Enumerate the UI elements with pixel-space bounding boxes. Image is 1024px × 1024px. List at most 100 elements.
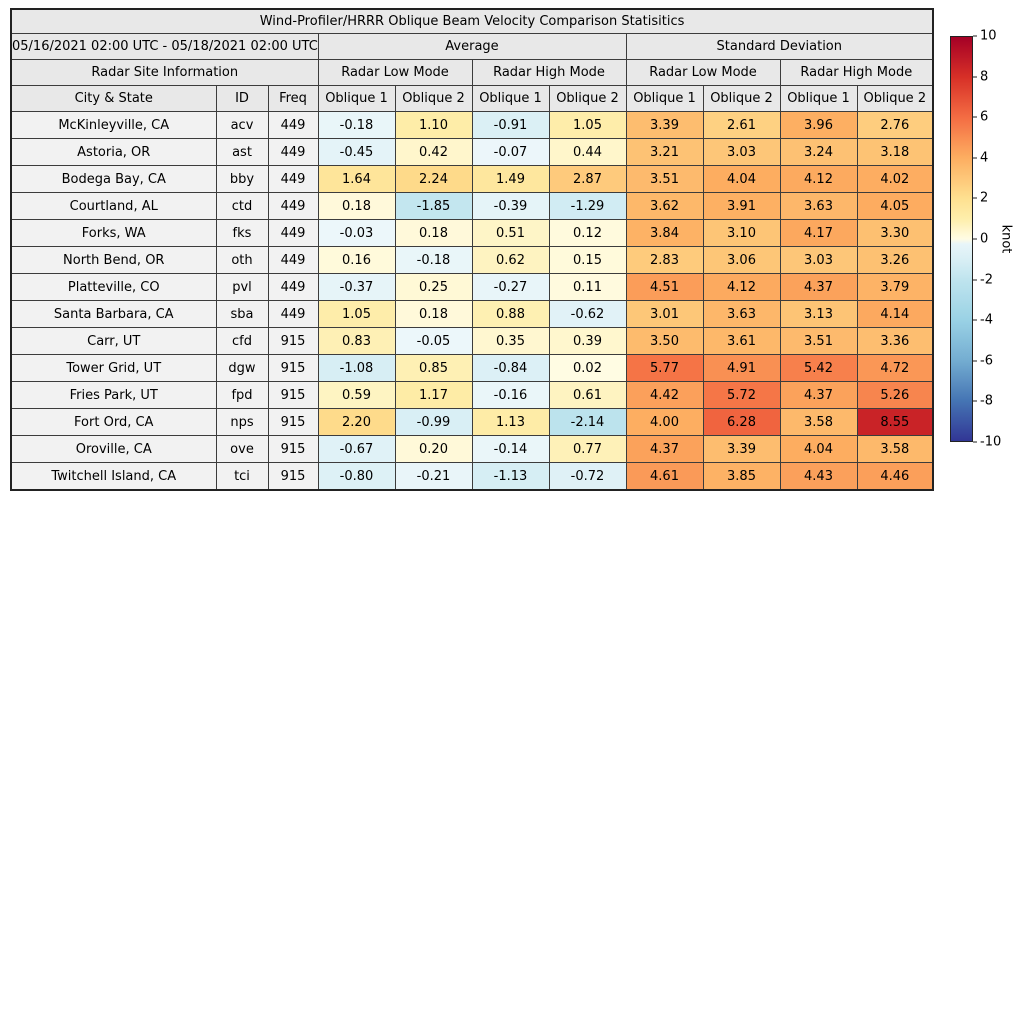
value-cell: 4.04	[779, 435, 858, 463]
freq-cell: 449	[267, 111, 319, 139]
value-cell: 0.83	[317, 327, 396, 355]
value-cell: -0.03	[317, 219, 396, 247]
value-cell: 4.12	[702, 273, 781, 301]
value-cell: 3.06	[702, 246, 781, 274]
colorbar-tick-label: -6	[980, 353, 993, 369]
value-cell: 0.35	[471, 327, 550, 355]
freq-cell: 915	[267, 435, 319, 463]
id-cell: pvl	[215, 273, 269, 301]
colorbar-tick-mark	[973, 157, 977, 159]
value-cell: 3.13	[779, 300, 858, 328]
colorbar-tick-label: 10	[980, 28, 997, 44]
value-cell: 4.51	[625, 273, 704, 301]
value-cell: 3.96	[779, 111, 858, 139]
table-row: Twitchell Island, CA tci 915 -0.80 -0.21 -1.1…	[10, 462, 934, 491]
value-cell: -0.27	[471, 273, 550, 301]
value-cell: 4.05	[856, 192, 934, 220]
freq-cell: 915	[267, 381, 319, 409]
column-header-city: City & State	[10, 85, 217, 112]
mode-header-std-low: Radar Low Mode	[625, 59, 781, 86]
city-cell: McKinleyville, CA	[10, 111, 217, 139]
colorbar-tick-label: -2	[980, 272, 993, 288]
freq-cell: 915	[267, 408, 319, 436]
table-row: Astoria, OR ast 449 -0.45 0.42 -0.07 0.44 3.21 3…	[10, 138, 934, 166]
table-row: Tower Grid, UT dgw 915 -1.08 0.85 -0.84 0.02 5.…	[10, 354, 934, 382]
value-cell: 0.02	[548, 354, 627, 382]
value-cell: -1.13	[471, 462, 550, 491]
value-cell: 8.55	[856, 408, 934, 436]
value-cell: 1.05	[317, 300, 396, 328]
id-cell: tci	[215, 462, 269, 491]
freq-cell: 449	[267, 192, 319, 220]
colorbar-tick-label: -10	[980, 434, 1002, 450]
value-cell: 0.42	[394, 138, 473, 166]
colorbar-tick-label: 0	[980, 231, 989, 247]
colorbar-tick-label: 2	[980, 190, 989, 206]
value-cell: 0.59	[317, 381, 396, 409]
value-cell: 6.28	[702, 408, 781, 436]
value-cell: 0.15	[548, 246, 627, 274]
value-cell: 3.85	[702, 462, 781, 491]
mode-header-std-high: Radar High Mode	[779, 59, 934, 86]
value-cell: -0.05	[394, 327, 473, 355]
colorbar-tick-label: -8	[980, 393, 993, 409]
colorbar-tick-label: 6	[980, 109, 989, 125]
value-cell: -0.67	[317, 435, 396, 463]
value-cell: 0.62	[471, 246, 550, 274]
value-cell: 5.72	[702, 381, 781, 409]
value-cell: 4.72	[856, 354, 934, 382]
value-cell: -0.62	[548, 300, 627, 328]
colorbar-label: knot	[998, 224, 1014, 254]
table-title: Wind-Profiler/HRRR Oblique Beam Velocity…	[10, 8, 934, 34]
value-cell: 3.58	[856, 435, 934, 463]
column-header-oblique: Oblique 2	[548, 85, 627, 112]
value-cell: 5.26	[856, 381, 934, 409]
freq-cell: 915	[267, 462, 319, 491]
freq-cell: 449	[267, 273, 319, 301]
value-cell: 2.20	[317, 408, 396, 436]
id-cell: sba	[215, 300, 269, 328]
value-cell: -0.80	[317, 462, 396, 491]
value-cell: 5.77	[625, 354, 704, 382]
value-cell: 0.85	[394, 354, 473, 382]
value-cell: 1.13	[471, 408, 550, 436]
value-cell: 0.88	[471, 300, 550, 328]
group-header-average: Average	[317, 33, 627, 60]
colorbar-tick-mark	[973, 400, 977, 402]
colorbar-tick-mark	[973, 238, 977, 240]
value-cell: 3.51	[625, 165, 704, 193]
value-cell: 5.42	[779, 354, 858, 382]
table-row: Courtland, AL ctd 449 0.18 -1.85 -0.39 -1.29 3.…	[10, 192, 934, 220]
city-cell: Fort Ord, CA	[10, 408, 217, 436]
id-cell: bby	[215, 165, 269, 193]
value-cell: -0.72	[548, 462, 627, 491]
value-cell: 4.14	[856, 300, 934, 328]
value-cell: 3.63	[702, 300, 781, 328]
id-cell: oth	[215, 246, 269, 274]
value-cell: 3.84	[625, 219, 704, 247]
freq-cell: 449	[267, 246, 319, 274]
value-cell: 0.18	[394, 300, 473, 328]
value-cell: -0.91	[471, 111, 550, 139]
city-cell: Astoria, OR	[10, 138, 217, 166]
colorbar-tick-mark	[973, 319, 977, 321]
mode-header-row: Radar Site Information Radar Low Mode Ra…	[10, 59, 934, 86]
value-cell: -0.18	[317, 111, 396, 139]
mode-header-avg-high: Radar High Mode	[471, 59, 627, 86]
value-cell: -0.14	[471, 435, 550, 463]
value-cell: 4.37	[625, 435, 704, 463]
value-cell: 3.26	[856, 246, 934, 274]
id-cell: acv	[215, 111, 269, 139]
value-cell: 4.00	[625, 408, 704, 436]
value-cell: 3.24	[779, 138, 858, 166]
value-cell: 0.44	[548, 138, 627, 166]
group-header-stddev: Standard Deviation	[625, 33, 934, 60]
id-cell: ove	[215, 435, 269, 463]
value-cell: -0.84	[471, 354, 550, 382]
value-cell: -0.45	[317, 138, 396, 166]
value-cell: 4.37	[779, 273, 858, 301]
table-row: Platteville, CO pvl 449 -0.37 0.25 -0.27 0.11 4…	[10, 273, 934, 301]
column-header-oblique: Oblique 1	[625, 85, 704, 112]
value-cell: 2.61	[702, 111, 781, 139]
value-cell: 1.49	[471, 165, 550, 193]
